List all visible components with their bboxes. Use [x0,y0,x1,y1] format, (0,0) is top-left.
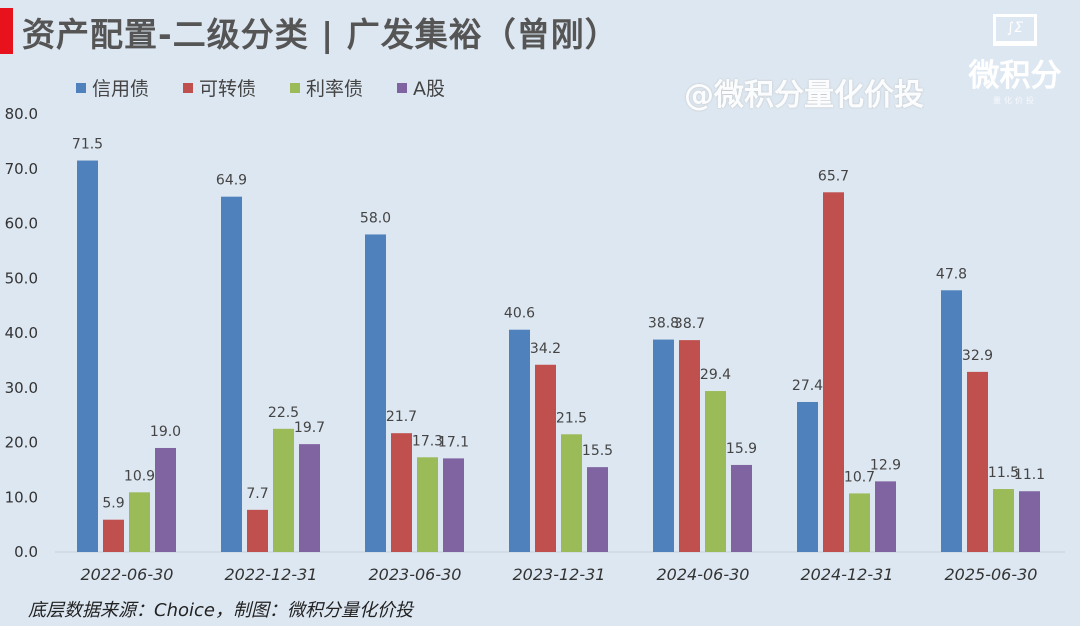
data-label: 10.9 [124,468,155,484]
bar [155,447,176,552]
y-tick-label: 0.0 [14,543,38,561]
legend-item: A股 [397,74,445,101]
bar [221,196,242,553]
logo: ∫Σ 微积分 量化价投 [955,14,1075,106]
legend-swatch [397,82,408,93]
y-tick-label: 80.0 [5,105,38,123]
logo-mark: ∫Σ [993,14,1037,46]
x-tick-label: 2023-06-30 [369,565,462,584]
data-label: 21.5 [556,410,587,426]
legend-label: 可转债 [199,78,257,100]
data-label: 19.0 [150,424,181,440]
y-tick-label: 50.0 [5,269,38,287]
data-label: 15.5 [582,443,613,459]
bar [417,457,438,552]
logo-name: 微积分 [968,58,1062,94]
logo-sub: 量化价投 [993,96,1037,105]
y-tick-label: 30.0 [5,379,38,397]
data-label: 27.4 [792,378,823,394]
bar [941,290,962,552]
bar [823,192,844,553]
legend: 信用债 可转债 利率债 A股 [76,74,445,101]
y-tick-label: 40.0 [5,324,38,342]
bar [561,434,582,552]
y-tick-label: 10.0 [5,488,38,506]
data-label: 38.7 [674,316,705,332]
bar [731,464,752,552]
y-tick-label: 60.0 [5,215,38,233]
bar [875,481,896,552]
bar [273,428,294,552]
legend-label: 利率债 [306,78,364,100]
data-label: 17.3 [412,433,443,449]
bar [535,364,556,552]
bar [587,467,608,552]
page-title: 资产配置-二级分类 | 广发集裕（曾刚） [22,15,619,54]
data-label: 5.9 [102,496,124,512]
x-tick-label: 2024-06-30 [657,565,750,584]
bar [365,234,386,552]
data-label: 29.4 [700,367,731,383]
data-label: 38.8 [648,316,679,332]
bar [653,339,674,552]
data-label: 11.5 [988,465,1019,481]
x-tick-label: 2023-12-31 [513,565,606,584]
bar [967,371,988,552]
data-label: 34.2 [530,341,561,357]
title-accent-bar [0,8,13,54]
y-tick-label: 20.0 [5,434,38,452]
data-label: 7.7 [246,486,268,502]
legend-label: 信用债 [92,78,150,100]
legend-item: 信用债 [76,74,149,101]
data-label: 19.7 [294,420,325,436]
data-label: 71.5 [72,137,103,153]
x-tick-label: 2022-12-31 [225,565,318,584]
bar [103,519,124,552]
legend-swatch [76,82,86,93]
data-label: 17.1 [438,434,469,450]
bar [443,458,464,552]
legend-item: 利率债 [290,74,363,101]
data-label: 22.5 [268,405,299,421]
legend-swatch [290,82,301,93]
data-label: 32.9 [962,348,993,364]
data-label: 12.9 [870,457,901,473]
data-label: 47.8 [936,266,967,282]
bar [509,329,530,552]
bar [247,509,268,552]
legend-swatch [183,82,194,93]
x-tick-label: 2025-06-30 [945,565,1038,584]
data-label: 40.6 [504,306,535,322]
y-tick-label: 70.0 [5,160,38,178]
bar [1019,491,1040,552]
bar [391,433,412,552]
bar [299,444,320,552]
data-label: 15.9 [726,441,757,457]
legend-item: 可转债 [183,74,256,101]
source-footnote: 底层数据来源：Choice，制图：微积分量化价投 [28,600,413,621]
data-label: 65.7 [818,168,849,184]
data-label: 10.7 [844,469,875,485]
x-tick-label: 2022-06-30 [81,565,174,584]
data-label: 21.7 [386,409,417,425]
bar [797,401,818,552]
data-label: 64.9 [216,173,247,189]
legend-label: A股 [413,78,446,100]
watermark: @微积分量化价投 [684,78,924,113]
data-label: 11.1 [1014,467,1045,483]
bar [705,391,726,552]
x-tick-label: 2024-12-31 [801,565,894,584]
bar [993,489,1014,552]
bar [849,493,870,552]
bar [77,160,98,552]
data-label: 58.0 [360,210,391,226]
bar [129,492,150,552]
bar [679,340,700,552]
